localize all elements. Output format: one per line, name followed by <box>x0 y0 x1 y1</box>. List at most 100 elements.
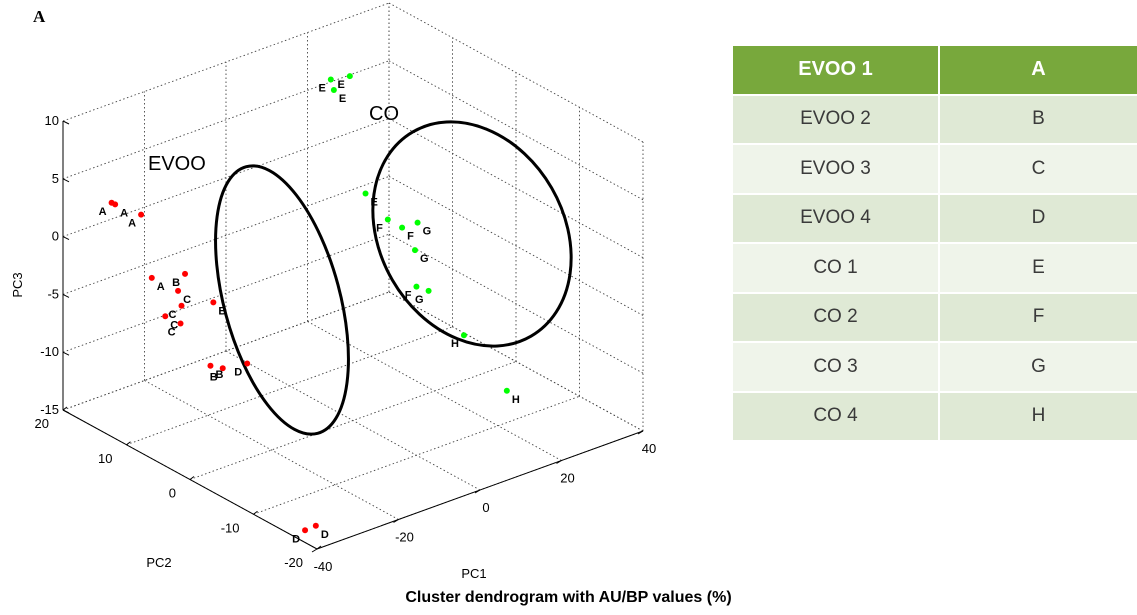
point-label: E <box>337 79 344 91</box>
data-point-e <box>346 73 353 80</box>
grid-line <box>388 176 644 316</box>
y-tick-mark <box>316 545 322 550</box>
y-tick-label: 10 <box>98 451 112 466</box>
table-cell-sample: CO 2 <box>733 292 940 343</box>
data-point-f <box>413 283 420 290</box>
point-label: G <box>420 253 429 265</box>
z-tick-mark <box>62 293 70 298</box>
data-point-g <box>414 219 421 226</box>
table-cell-code: H <box>939 391 1137 442</box>
data-point-c <box>178 302 185 309</box>
x-tick-mark <box>637 430 644 435</box>
data-point-b <box>207 362 214 369</box>
grid-line <box>62 60 390 180</box>
table-cell-sample: CO 3 <box>733 342 940 393</box>
table-cell-sample: EVOO 2 <box>733 94 940 145</box>
data-point-c <box>162 313 169 320</box>
point-label: A <box>157 281 165 293</box>
grid-line <box>144 380 399 520</box>
point-label: D <box>234 366 242 378</box>
point-label: B <box>172 277 180 289</box>
point-label: A <box>99 206 107 218</box>
evoo-group-label: EVOO <box>148 153 206 175</box>
data-point-b <box>210 299 217 306</box>
grid-line <box>189 361 517 480</box>
y-tick-label: 20 <box>35 416 49 431</box>
z-tick-label: 10 <box>45 113 59 128</box>
x-tick-label: -40 <box>314 559 333 574</box>
point-label: H <box>512 394 520 406</box>
grid-line <box>253 395 580 515</box>
point-label: G <box>415 294 424 306</box>
grid-line <box>62 175 390 295</box>
grid-line <box>388 291 644 432</box>
grid-line <box>62 2 390 122</box>
data-point-e <box>362 190 369 197</box>
data-point-c <box>177 320 184 327</box>
x-tick-label: 0 <box>482 500 489 515</box>
data-point-g <box>411 247 418 254</box>
y-tick-label: -20 <box>284 555 303 570</box>
data-point-d <box>312 522 319 529</box>
x-tick-mark <box>393 519 399 523</box>
point-label: A <box>128 218 136 230</box>
z-tick-mark <box>62 351 70 356</box>
table-header-sample: EVOO 1 <box>733 46 940 96</box>
grid-line <box>388 2 644 143</box>
grid-line <box>388 60 644 201</box>
data-point-e <box>330 86 337 93</box>
x-tick-label: 20 <box>560 471 574 486</box>
data-point-d <box>302 527 309 534</box>
z-tick-label: 0 <box>52 229 59 244</box>
grid-line <box>62 291 390 411</box>
point-label: H <box>451 338 459 350</box>
data-point-a <box>138 211 145 218</box>
point-label: D <box>292 533 300 545</box>
z-tick-mark <box>62 409 70 414</box>
point-label: E <box>339 93 346 105</box>
point-label: F <box>407 231 414 243</box>
point-label: A <box>120 207 128 219</box>
table-cell-code: D <box>939 193 1137 244</box>
point-label: F <box>376 223 383 235</box>
figure-caption: Cluster dendrogram with AU/BP values (%) <box>405 589 732 606</box>
y-tick-mark <box>62 406 68 411</box>
point-label: C <box>183 294 191 306</box>
co-group-label: CO <box>369 103 399 125</box>
z-tick-mark <box>62 120 70 125</box>
x-tick-mark <box>474 489 481 494</box>
point-label: G <box>423 226 432 238</box>
data-point-g <box>425 287 432 294</box>
table-header-code: A <box>939 46 1137 96</box>
point-label: E <box>371 197 378 209</box>
z-tick-label: -15 <box>40 402 59 417</box>
groups-layer: EVOO CO <box>148 103 573 436</box>
table-cell-code: B <box>939 94 1137 145</box>
grid-line <box>62 118 390 238</box>
evoo-cluster-ellipse <box>214 164 350 436</box>
data-point-b <box>219 365 226 372</box>
y-tick-mark <box>253 510 258 515</box>
table-cell-code: E <box>939 243 1137 294</box>
z-axis-label: PC3 <box>10 272 25 297</box>
point-label: C <box>169 309 177 321</box>
table-cell-code: G <box>939 342 1137 393</box>
y-axis-label: PC2 <box>146 555 171 570</box>
x-tick-mark <box>311 548 318 553</box>
x-axis-label: PC1 <box>461 566 486 581</box>
point-label: D <box>321 529 329 541</box>
x-tick-label: 40 <box>642 441 656 456</box>
table-cell-code: C <box>939 144 1137 195</box>
data-point-a <box>148 274 155 281</box>
point-label: F <box>405 290 412 302</box>
data-point-f <box>384 216 391 223</box>
grid-line <box>388 233 644 374</box>
data-point-c <box>175 287 182 294</box>
co-cluster-ellipse <box>371 120 573 348</box>
